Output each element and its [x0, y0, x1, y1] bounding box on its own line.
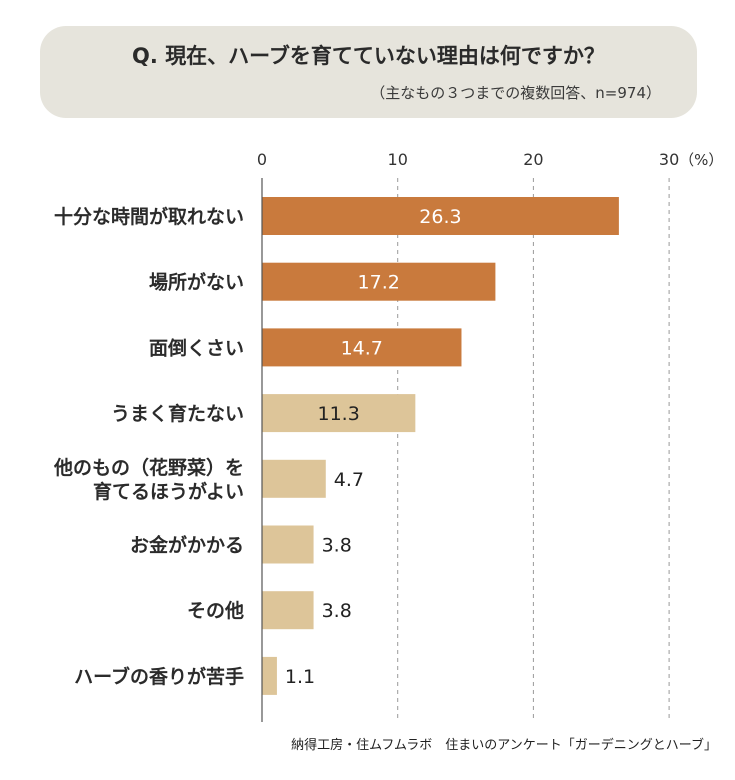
bar-4 [262, 459, 326, 498]
category-label-1: 場所がない [149, 271, 244, 294]
category-label-3: うまく育たない [111, 402, 244, 425]
data-label-6: 3.8 [322, 600, 352, 622]
data-label-7: 1.1 [285, 666, 315, 688]
tick-label-0: 0 [257, 150, 267, 169]
category-label-6: その他 [187, 599, 244, 622]
bar-6 [262, 591, 314, 630]
bar-0 [262, 197, 619, 235]
source-credit: 納得工房・住ムフムラボ 住まいのアンケート「ガーデニングとハーブ」 [291, 738, 717, 753]
data-label-0: 26.3 [419, 206, 461, 228]
category-label-2: 面倒くさい [149, 336, 244, 359]
data-label-1: 17.2 [358, 272, 400, 294]
tick-label-20: 20 [523, 150, 543, 169]
category-label-0: 十分な時間が取れない [54, 205, 244, 228]
category-label-7: ハーブの香りが苦手 [74, 665, 244, 688]
bar-3 [262, 394, 416, 433]
category-label-5: お金がかかる [130, 534, 244, 557]
data-label-5: 3.8 [322, 535, 352, 557]
question-box: Q. 現在、ハーブを育てていない理由は何ですか？ （主なもの３つまでの複数回答、… [40, 26, 697, 118]
bar-7 [262, 656, 277, 695]
question-note: （主なもの３つまでの複数回答、n=974） [370, 84, 661, 102]
bar-1 [262, 262, 496, 301]
tick-label-30: 30 [659, 150, 679, 169]
data-label-3: 11.3 [318, 403, 360, 425]
unit-label: （%） [679, 151, 723, 169]
bar-2 [262, 328, 462, 367]
data-label-4: 4.7 [334, 469, 364, 491]
category-label-4-0: 他のもの（花野菜）を [53, 456, 244, 479]
data-label-2: 14.7 [341, 337, 383, 359]
bar-5 [262, 525, 314, 564]
question-title: Q. 現在、ハーブを育てていない理由は何ですか？ [132, 44, 605, 68]
tick-label-10: 10 [388, 150, 408, 169]
category-label-4-1: 育てるほうがよい [93, 480, 244, 503]
